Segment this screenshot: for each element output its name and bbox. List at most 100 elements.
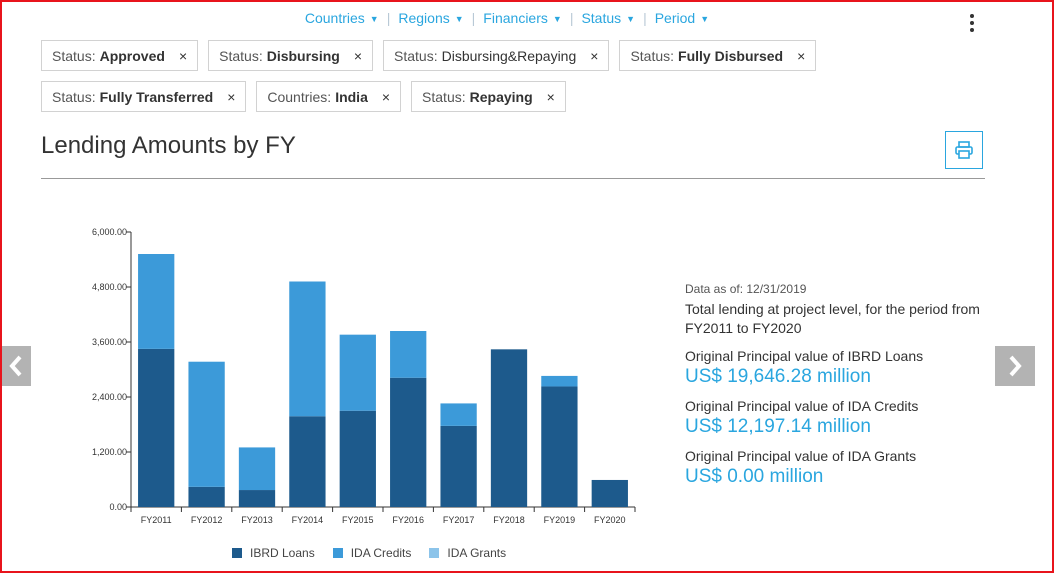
close-icon[interactable]: × <box>381 88 391 105</box>
bar-ibrd-loans[interactable] <box>440 425 477 507</box>
nav-label: Countries <box>304 10 365 26</box>
legend-swatch <box>232 548 242 558</box>
chip-value: India <box>335 88 368 105</box>
chip-key: Status: <box>630 47 675 64</box>
chip-value: Repaying <box>469 88 533 105</box>
legend-label: IBRD Loans <box>250 546 315 560</box>
chip-key: Status: <box>219 47 263 64</box>
ibrd-loans-value: US$ 19,646.28 million <box>685 366 871 387</box>
printer-icon <box>955 141 973 159</box>
data-as-of: Data as of: 12/31/2019 <box>685 282 807 296</box>
x-tick-label: FY2018 <box>493 515 525 525</box>
nav-separator: | <box>471 10 476 26</box>
legend-item-ida-grants[interactable]: IDA Grants <box>429 546 506 560</box>
bar-ida-credits[interactable] <box>541 375 578 387</box>
bar-ibrd-loans[interactable] <box>339 410 376 507</box>
y-tick-label: 2,400.00 <box>92 392 127 402</box>
bar-ida-credits[interactable] <box>339 334 376 411</box>
close-icon[interactable]: × <box>178 47 188 64</box>
ida-grants-value: US$ 0.00 million <box>685 466 824 487</box>
ida-grants-label: Original Principal value of IDA Grants <box>685 448 917 464</box>
chip-value: Approved <box>99 47 165 64</box>
x-tick-label: FY2013 <box>241 515 273 525</box>
chevron-right-icon <box>1009 355 1022 377</box>
filter-chip: Countries: India × <box>256 81 402 112</box>
bar-ibrd-loans[interactable] <box>541 386 578 507</box>
bar-ida-credits[interactable] <box>238 447 276 491</box>
filter-chip: Status: Disbursing × <box>208 40 374 71</box>
caret-down-icon: ▼ <box>369 13 379 24</box>
filter-nav: Countries ▼ | Regions ▼ | Financiers ▼ | St… <box>0 10 1014 26</box>
nav-label: Status <box>581 10 622 26</box>
nav-period-dropdown[interactable]: Period ▼ <box>655 10 709 26</box>
chip-value: Fully Disbursed <box>678 47 784 64</box>
lending-bar-chart: 0.00 1,200.00 2,400.00 3,600.00 4,800.00 6,00… <box>92 227 636 525</box>
bar-ida-credits[interactable] <box>188 361 225 487</box>
chip-key: Status: <box>52 88 96 105</box>
next-slide-button[interactable] <box>995 346 1035 386</box>
chip-key: Status: <box>52 47 96 64</box>
nav-financiers-dropdown[interactable]: Financiers ▼ <box>483 10 562 26</box>
legend-item-ibrd[interactable]: IBRD Loans <box>232 546 315 560</box>
x-tick-label: FY2012 <box>191 515 223 525</box>
x-tick-label: FY2019 <box>544 515 576 525</box>
more-vertical-icon[interactable] <box>966 14 978 32</box>
filter-chip: Status: Fully Transferred × <box>41 81 247 112</box>
bar-ibrd-loans[interactable] <box>390 377 427 507</box>
chip-value: Disbursing&Repaying <box>441 47 577 64</box>
nav-label: Financiers <box>483 10 548 26</box>
close-icon[interactable]: × <box>353 47 363 64</box>
legend-label: IDA Credits <box>350 546 412 560</box>
x-tick-label: FY2016 <box>392 515 424 525</box>
ibrd-loans-label: Original Principal value of IBRD Loans <box>685 348 924 364</box>
bar-ida-credits[interactable] <box>390 331 427 378</box>
legend-swatch <box>332 548 343 558</box>
chart-legend: IBRD Loans IDA Credits IDA Grants <box>232 546 524 560</box>
ida-credits-label: Original Principal value of IDA Credits <box>685 398 919 414</box>
filter-chip: Status: Repaying × <box>411 81 566 112</box>
x-tick-label: FY2017 <box>443 515 475 525</box>
bar-ida-credits[interactable] <box>138 254 175 349</box>
nav-status-dropdown[interactable]: Status ▼ <box>581 10 635 26</box>
bar-ida-credits[interactable] <box>289 281 326 417</box>
nav-separator: | <box>569 10 574 26</box>
y-tick-label: 0.00 <box>109 502 127 512</box>
close-icon[interactable]: × <box>546 88 555 105</box>
page-title: Lending Amounts by FY <box>41 132 296 159</box>
bar-ibrd-loans[interactable] <box>289 416 326 507</box>
bar-ibrd-loans[interactable] <box>591 479 628 507</box>
x-tick-label: FY2015 <box>342 515 374 525</box>
legend-item-ida-credits[interactable]: IDA Credits <box>332 546 412 560</box>
chip-key: Countries: <box>267 88 332 105</box>
y-tick-label: 1,200.00 <box>92 447 127 457</box>
nav-label: Period <box>654 10 696 26</box>
close-icon[interactable]: × <box>590 47 599 64</box>
x-tick-label: FY2011 <box>141 515 172 525</box>
bar-ibrd-loans[interactable] <box>490 349 528 507</box>
nav-regions-dropdown[interactable]: Regions ▼ <box>398 10 463 26</box>
nav-countries-dropdown[interactable]: Countries ▼ <box>305 10 379 26</box>
bar-ibrd-loans[interactable] <box>238 490 276 507</box>
bar-ibrd-loans[interactable] <box>188 486 225 507</box>
chip-value: Fully Transferred <box>99 88 214 105</box>
bar-ida-credits[interactable] <box>440 403 477 426</box>
close-icon[interactable]: × <box>797 47 806 64</box>
print-button[interactable] <box>945 131 983 169</box>
bar-ibrd-loans[interactable] <box>138 348 175 507</box>
y-tick-label: 3,600.00 <box>92 337 127 347</box>
active-filters: Status: Approved × Status: Disbursing × Stat… <box>41 40 831 112</box>
chip-value: Disbursing <box>266 47 340 64</box>
legend-label: IDA Grants <box>447 546 507 560</box>
legend-swatch <box>429 548 440 558</box>
nav-label: Regions <box>398 10 450 26</box>
close-icon[interactable]: × <box>227 88 236 105</box>
filter-chip: Status: Disbursing&Repaying × <box>383 40 610 71</box>
y-tick-label: 4,800.00 <box>92 282 127 292</box>
filter-chip: Status: Approved × <box>41 40 199 71</box>
caret-down-icon: ▼ <box>552 13 562 24</box>
nav-separator: | <box>643 10 647 26</box>
prev-slide-button[interactable] <box>0 346 31 386</box>
chip-key: Status: <box>394 47 438 64</box>
nav-separator: | <box>386 10 391 26</box>
chevron-left-icon <box>8 355 21 377</box>
